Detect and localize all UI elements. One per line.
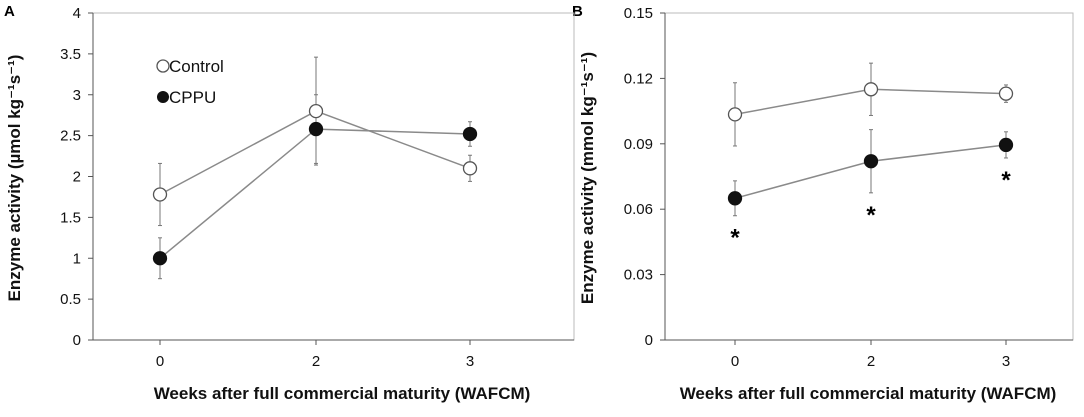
panel-b-control-point: [998, 86, 1014, 101]
panel-b-cppu-point: [998, 137, 1014, 153]
panel-b-significance-mark: *: [1001, 167, 1011, 194]
panel-a-label: A: [4, 3, 15, 20]
panel-b-control-point: [727, 107, 743, 122]
legend-control-marker: [156, 59, 170, 73]
panel-b-y-tick-label: 0.15: [624, 5, 653, 22]
panel-a-y-tick-label: 2.5: [60, 128, 81, 145]
panel-a-control-point: [152, 187, 168, 202]
panel-b-y-tick-label: 0.03: [624, 267, 653, 284]
legend-cppu-label: CPPU: [169, 88, 216, 107]
panel-a-y-tick-label: 1: [73, 250, 81, 267]
panel-a-x-tick-label: 3: [466, 353, 474, 370]
panel-b-ylabel: Enzyme activity (mmol kg⁻¹s⁻¹): [578, 52, 597, 304]
panel-b-label: B: [572, 3, 583, 20]
panel-a-xlabel: Weeks after full commercial maturity (WA…: [154, 384, 531, 403]
panel-a-plot: 0 0.5 1 1.5 2 2.5 3 3.5 4 0 2 3: [60, 5, 575, 370]
panel-b-x-tick-label: 2: [867, 353, 875, 370]
panel-a-cppu-line: [159, 128, 471, 259]
panel-a-y-tick-label: 0: [73, 332, 81, 349]
legend-cppu-marker: [157, 91, 169, 103]
panel-a-y-tick-label: 2: [73, 169, 81, 186]
panel-a-ylabel: Enzyme activity (µmol kg⁻¹s⁻¹): [5, 55, 24, 302]
panel-b-control-point: [863, 82, 879, 97]
panel-b-plot-frame: [664, 12, 1074, 341]
panel-a-x-tick-label: 2: [312, 353, 320, 370]
panel-b-y-tick-label: 0: [645, 332, 653, 349]
panel-a-control-point: [308, 103, 324, 119]
panel-b-x-tick-label: 3: [1002, 353, 1010, 370]
panel-b-x-tick-label: 0: [731, 353, 739, 370]
panel-b-y-tick-label: 0.09: [624, 136, 653, 153]
panel-a-y-tick-label: 4: [73, 5, 81, 22]
panel-b-significance-mark: *: [730, 225, 740, 252]
panel-a-y-tick-label: 0.5: [60, 291, 81, 308]
panel-b-plot: 0 0.03 0.06 0.09 0.12 0.15 0 2 3 * * *: [624, 5, 1074, 370]
panel-a-cppu-point: [462, 126, 478, 142]
panel-a-cppu-point: [152, 251, 168, 266]
panel-b-y-tick-label: 0.06: [624, 201, 653, 218]
panel-a-y-tick-label: 3.5: [60, 46, 81, 63]
panel-b-cppu-point: [863, 154, 879, 169]
legend-control-label: Control: [169, 57, 224, 76]
panel-b-significance-mark: *: [866, 202, 876, 229]
panel-a-cppu-point: [308, 121, 324, 137]
panel-b-y-tick-label: 0.12: [624, 70, 653, 87]
panel-b-xlabel: Weeks after full commercial maturity (WA…: [680, 384, 1057, 403]
panel-a-y-tick-label: 3: [73, 87, 81, 104]
panel-a-y-tick-label: 1.5: [60, 209, 81, 226]
panel-b-cppu-point: [727, 191, 743, 206]
legend: Control CPPU: [156, 57, 224, 107]
panel-a-x-tick-label: 0: [156, 353, 164, 370]
panel-a-control-point: [462, 161, 478, 176]
